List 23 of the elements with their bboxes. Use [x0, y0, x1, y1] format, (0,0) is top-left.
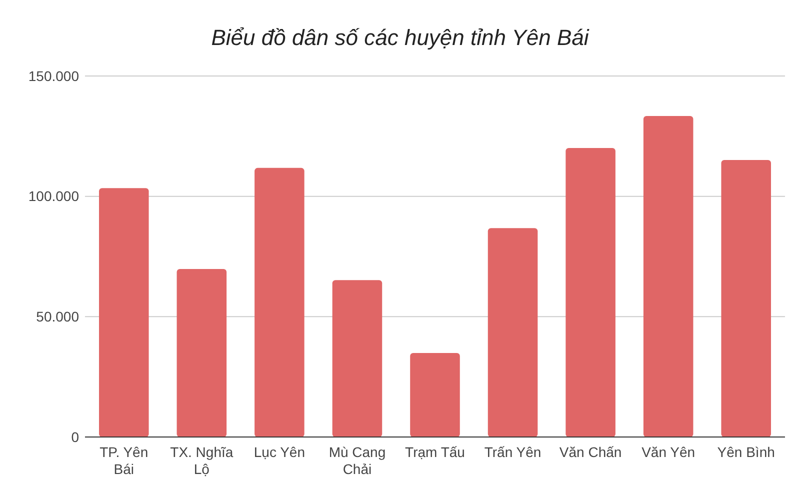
x-tick-label: Văn Yên	[642, 444, 696, 460]
x-tick-label: Mù Cang Chải	[328, 444, 386, 477]
bar	[410, 353, 460, 437]
bar	[566, 148, 616, 437]
y-tick-label: 100.000	[28, 188, 80, 204]
bar	[488, 228, 538, 437]
x-tick-label: TP. Yên Bái	[100, 444, 148, 477]
x-tick-label: Lục Yên	[254, 444, 306, 460]
bar	[721, 160, 771, 437]
bar	[99, 188, 149, 437]
y-tick-label: 50.000	[36, 308, 80, 325]
bar	[332, 280, 382, 437]
bar	[254, 168, 304, 437]
x-tick-label: Văn Chấn	[559, 444, 622, 460]
bar	[643, 116, 694, 437]
y-tick-label: 150.000	[28, 68, 80, 84]
x-tick-label: Trấn Yên	[484, 444, 542, 460]
y-tick-label: 0	[71, 428, 80, 445]
x-tick-label: Trạm Tấu	[405, 444, 465, 460]
x-tick-label: TX. Nghĩa Lộ	[170, 444, 234, 477]
bar	[176, 269, 227, 437]
chart-title: Biểu đồ dân số các huyện tỉnh Yên Bái	[211, 25, 590, 50]
x-tick-label: Yên Bình	[717, 444, 775, 460]
